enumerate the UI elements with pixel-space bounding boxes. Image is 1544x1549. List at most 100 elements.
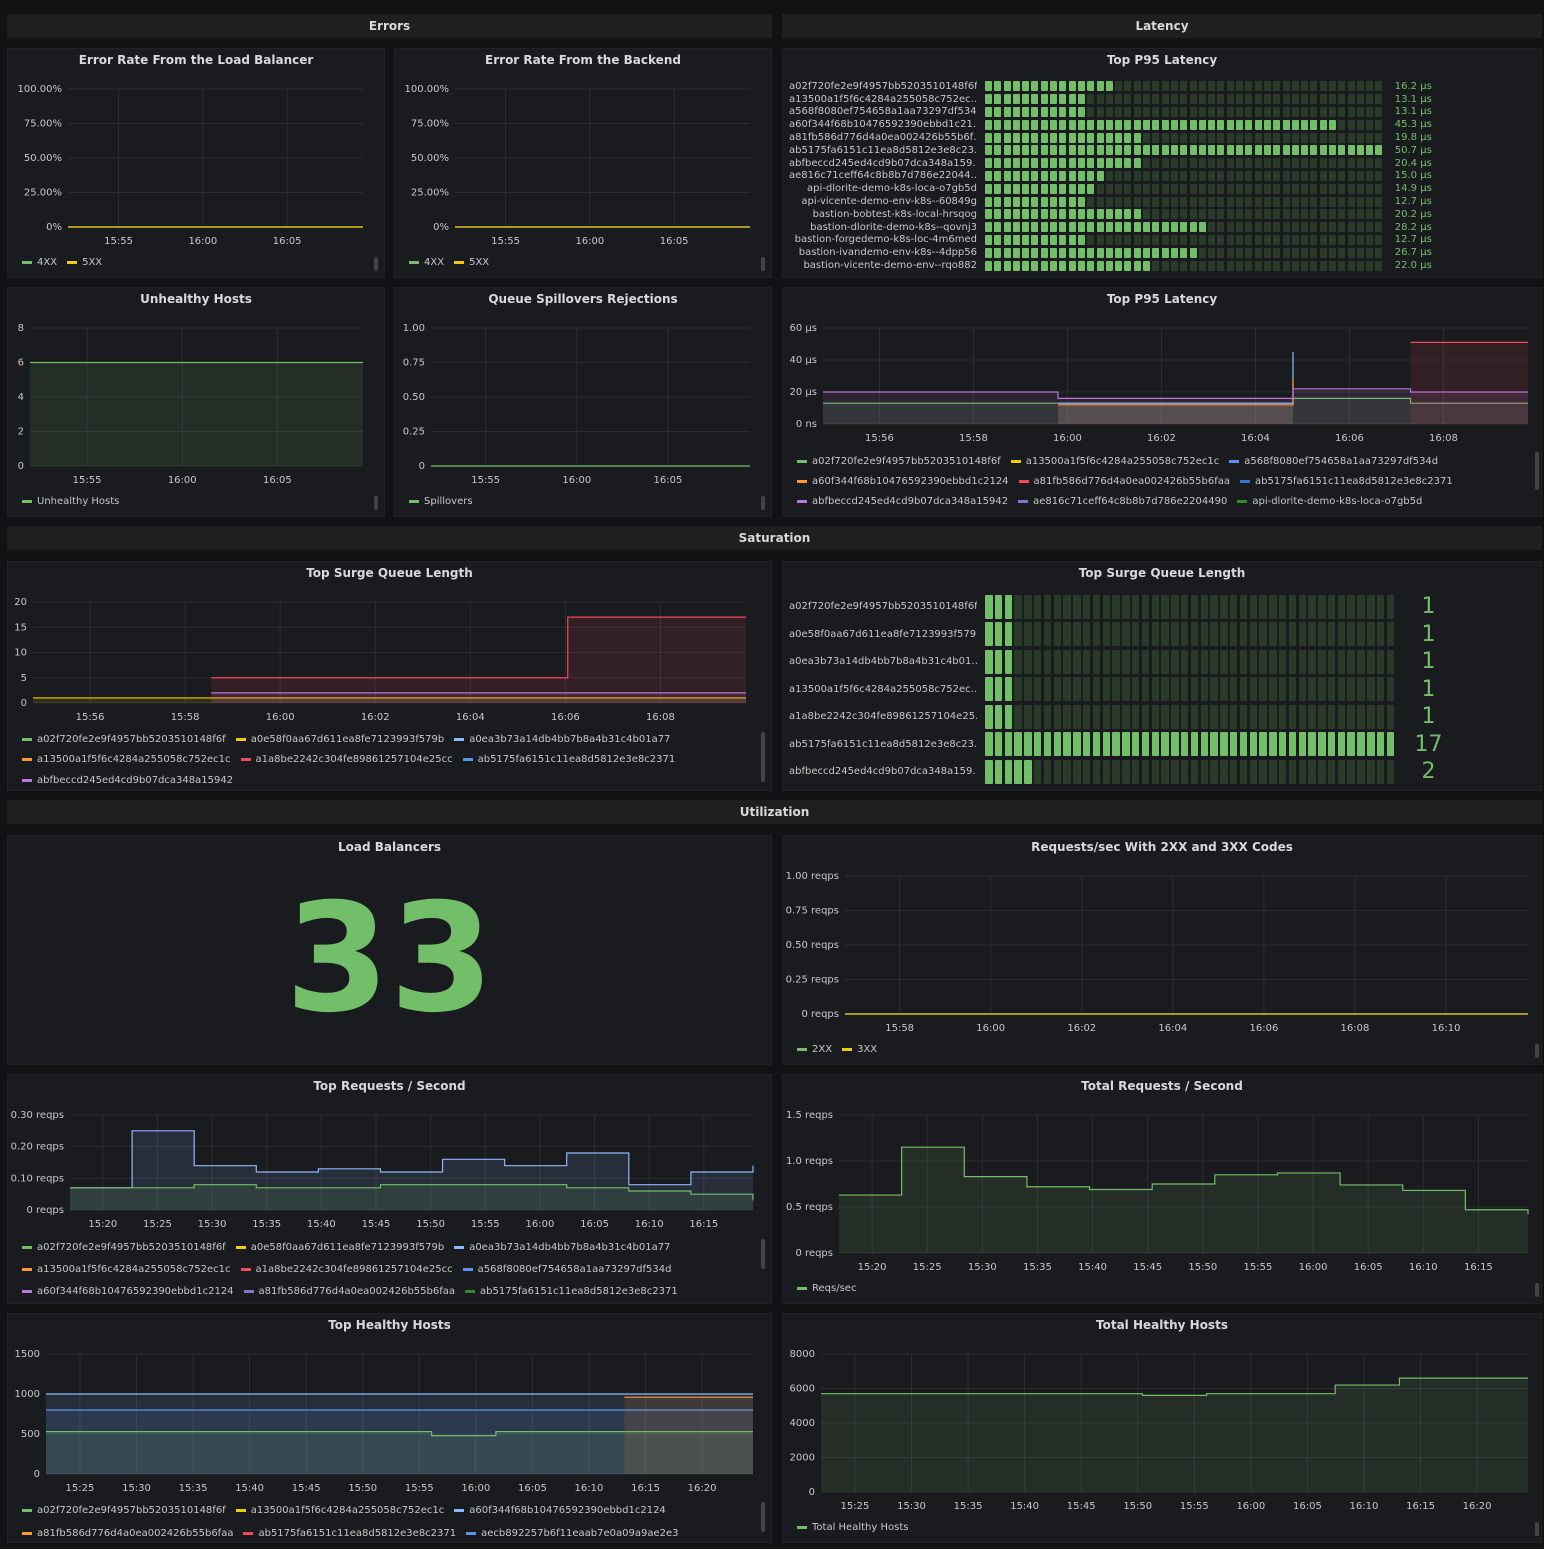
panel-top-healthy-hosts[interactable]: Top Healthy Hosts 1500 1000 500 0 15:25 15:30… [7,1313,772,1543]
legend-scrollbar[interactable] [1535,1283,1539,1297]
legend-item[interactable]: api-dlorite-demo-k8s-loca-o7gb5d [1237,494,1422,508]
panel-title[interactable]: Error Rate From the Load Balancer [78,53,314,67]
total-healthy-hosts-graph[interactable]: 8000 6000 4000 2000 0 15:25 15:30 15:35 15:40 15:… [783,1340,1542,1530]
lb-error-rate-graph[interactable]: 100.00% 75.00% 50.00% 25.00% 0% 15:55 16:00 16:… [8,75,385,275]
panel-title[interactable]: Top P95 Latency [1106,53,1218,67]
legend-item[interactable]: a60f344f68b10476592390ebbd1c2124 [454,1502,666,1519]
legend-item[interactable]: ae816c71ceff64c8b8b7d786e2204490 [1018,494,1227,508]
panel-title[interactable]: Requests/sec With 2XX and 3XX Codes [1031,840,1293,854]
panel-top-surge-queue-graph[interactable]: Top Surge Queue Length 20 15 10 5 0 15:56 15:5… [7,561,772,791]
panel-queue-spillovers[interactable]: Queue Spillovers Rejections 1.00 0.75 0.50… [394,287,772,517]
legend-scrollbar[interactable] [761,257,765,271]
legend-item[interactable]: 3XX [842,1044,877,1055]
bargauge-row[interactable]: a1a8be2242c304fe89861257104e25… 1 [789,703,1535,731]
queue-spillovers-graph[interactable]: 1.00 0.75 0.50 0.25 0 15:55 16:00 16:05 [395,314,772,514]
panel-title[interactable]: Top Healthy Hosts [328,1318,451,1332]
legend-item[interactable]: abfbeccd245ed4cd9b07dca348a15942 [797,494,1008,508]
legend-item[interactable]: abfbeccd245ed4cd9b07dca348a15942 [22,773,233,788]
panel-requests-2xx-3xx[interactable]: Requests/sec With 2XX and 3XX Codes 1.00… [782,835,1542,1065]
legend-item[interactable]: 4XX [409,257,444,268]
bargauge-row[interactable]: ab5175fa6151c11ea8d5812e3e8c23… 50.7 µs [789,144,1535,157]
bargauge-row[interactable]: bastion-vicente-demo-env--rqo882 22.0 µs [789,259,1535,272]
panel-total-requests[interactable]: Total Requests / Second 1.5 reqps 1.0 req… [782,1074,1542,1304]
panel-top-p95-latency-graph[interactable]: Top P95 Latency 60 µs 40 µs 20 µs 0 ns 15:56… [782,287,1542,517]
bargauge-row[interactable]: a02f720fe2e9f4957bb5203510148f6f 16.2 µs [789,80,1535,93]
legend-item[interactable]: a60f344f68b10476592390ebbd1c2124 [22,1283,234,1299]
legend-item[interactable]: a568f8080ef754658a1aa73297df534d [462,1261,672,1277]
legend-item[interactable]: ab5175fa6151c11ea8d5812e3e8c2371 [462,753,675,768]
legend-scrollbar[interactable] [761,496,765,510]
legend-item[interactable]: a02f720fe2e9f4957bb5203510148f6f [797,454,1001,468]
legend-item[interactable]: a568f8080ef754658a1aa73297df534d [1229,454,1438,468]
bargauge-row[interactable]: bastion-ivandemo-env-k8s--4dpp56 26.7 µs [789,246,1535,259]
bargauge-row[interactable]: ab5175fa6151c11ea8d5812e3e8c23… 17 [789,731,1535,759]
bargauge-row[interactable]: bastion-forgedemo-k8s-loc-4m6med 12.7 µs [789,234,1535,247]
unhealthy-hosts-graph[interactable]: 8 6 4 2 0 15:55 16:00 16:05 [8,314,385,514]
legend-item[interactable]: a1a8be2242c304fe89861257104e25cc [240,1261,453,1277]
bargauge-row[interactable]: abfbeccd245ed4cd9b07dca348a159… 2 [789,758,1535,786]
top-healthy-hosts-graph[interactable]: 1500 1000 500 0 15:25 15:30 15:35 15:40 15:45 15:… [8,1340,772,1510]
panel-top-p95-latency-gauge[interactable]: Top P95 Latency a02f720fe2e9f4957bb52035… [782,48,1542,278]
legend-scrollbar[interactable] [761,1502,765,1532]
legend-item[interactable]: a1a8be2242c304fe89861257104e25cc [240,753,453,768]
bargauge-row[interactable]: abfbeccd245ed4cd9b07dca348a159… 20.4 µs [789,157,1535,170]
legend-item[interactable]: 4XX [22,257,57,268]
legend-item[interactable]: a0ea3b73a14db4bb7b8a4b31c4b01a77 [454,732,670,747]
p95-latency-graph[interactable]: 60 µs 40 µs 20 µs 0 ns 15:56 15:58 16:00 16:02 1… [783,314,1542,474]
backend-error-rate-graph[interactable]: 100.00% 75.00% 50.00% 25.00% 0% 15:55 16:00 16:… [395,75,772,275]
bargauge-row[interactable]: a0ea3b73a14db4bb7b8a4b31c4b01… 1 [789,648,1535,676]
panel-title[interactable]: Queue Spillovers Rejections [488,292,678,306]
legend-item[interactable]: a13500a1f5f6c4284a255058c752ec1c [22,753,231,768]
bargauge-row[interactable]: a02f720fe2e9f4957bb5203510148f6f 1 [789,593,1535,621]
panel-title[interactable]: Unhealthy Hosts [140,292,252,306]
legend-item[interactable]: a0e58f0aa67d611ea8fe7123993f579b [235,1239,444,1255]
legend-item[interactable]: aecb892257b6f11eaab7e0a09a9ae2e3 [466,1525,679,1542]
legend-item[interactable]: ab5175fa6151c11ea8d5812e3e8c2371 [1240,474,1453,488]
panel-load-balancers[interactable]: Load Balancers 33 [7,835,772,1065]
legend-scrollbar[interactable] [1535,1522,1539,1536]
top-requests-graph[interactable]: 0.30 reqps 0.20 reqps 0.10 reqps 0 reqps 15:… [8,1101,772,1251]
panel-title[interactable]: Top Surge Queue Length [306,566,473,580]
row-title-saturation[interactable]: Saturation [7,526,1542,550]
legend-item[interactable]: a02f720fe2e9f4957bb5203510148f6f [22,732,226,747]
bargauge-row[interactable]: api-vicente-demo-env-k8s--60849g 12.7 µs [789,195,1535,208]
legend-item[interactable]: a13500a1f5f6c4284a255058c752ec1c [1010,454,1219,468]
legend-item[interactable]: a0e58f0aa67d611ea8fe7123993f579b [235,732,444,747]
legend-item[interactable]: 5XX [454,257,489,268]
legend-scrollbar[interactable] [761,1239,765,1269]
bargauge-row[interactable]: bastion-bobtest-k8s-local-hrsqog 20.2 µs [789,208,1535,221]
row-title-utilization[interactable]: Utilization [7,800,1542,824]
legend-item[interactable]: a81fb586d776d4a0ea002426b55b6faa [243,1283,455,1299]
bargauge-row[interactable]: a81fb586d776d4a0ea002426b55b6f… 19.8 µs [789,131,1535,144]
bargauge-row[interactable]: a568f8080ef754658a1aa73297df534d 13.1 µs [789,106,1535,119]
legend-item[interactable]: a13500a1f5f6c4284a255058c752ec1c [235,1502,444,1519]
panel-top-surge-queue-gauge[interactable]: Top Surge Queue Length a02f720fe2e9f4957… [782,561,1542,791]
legend-item[interactable]: Reqs/sec [797,1283,856,1294]
bargauge-row[interactable]: a13500a1f5f6c4284a255058c752ec… 1 [789,676,1535,704]
bargauge-row[interactable]: bastion-dlorite-demo-k8s--qovnj3 28.2 µs [789,221,1535,234]
legend-item[interactable]: ab5175fa6151c11ea8d5812e3e8c2371 [243,1525,456,1542]
bargauge-row[interactable]: a13500a1f5f6c4284a255058c752ec… 13.1 µs [789,93,1535,106]
legend-scrollbar[interactable] [761,732,765,782]
legend-item[interactable]: a0ea3b73a14db4bb7b8a4b31c4b01a77 [454,1239,670,1255]
panel-lb-error-rate[interactable]: Error Rate From the Load Balancer 100.00… [7,48,385,278]
legend-item[interactable]: a02f720fe2e9f4957bb5203510148f6f [22,1502,226,1519]
legend-item[interactable]: Spillovers [409,496,473,507]
bargauge-row[interactable]: a0e58f0aa67d611ea8fe7123993f579b 1 [789,621,1535,649]
panel-total-healthy-hosts[interactable]: Total Healthy Hosts 8000 6000 4000 2000 0 15:… [782,1313,1542,1543]
legend-scrollbar[interactable] [1535,1044,1539,1058]
panel-top-requests[interactable]: Top Requests / Second 0.30 reqps 0.20 req… [7,1074,772,1304]
panel-title[interactable]: Top P95 Latency [1106,292,1218,306]
legend-item[interactable]: Unhealthy Hosts [22,496,119,507]
legend-item[interactable]: a60f344f68b10476592390ebbd1c2124 [797,474,1009,488]
bargauge-row[interactable]: api-dlorite-demo-k8s-loca-o7gb5d 14.9 µs [789,182,1535,195]
panel-title[interactable]: Error Rate From the Backend [485,53,681,67]
legend-item[interactable]: 5XX [67,257,102,268]
legend-item[interactable]: a81fb586d776d4a0ea002426b55b6faa [1018,474,1230,488]
legend-item[interactable]: ab5175fa6151c11ea8d5812e3e8c2371 [465,1283,678,1299]
row-title-latency[interactable]: Latency [782,14,1542,38]
legend-item[interactable]: a02f720fe2e9f4957bb5203510148f6f [22,1239,226,1255]
bargauge-row[interactable]: a60f344f68b10476592390ebbd1c21… 45.3 µs [789,118,1535,131]
legend-scrollbar[interactable] [1535,452,1539,490]
panel-title[interactable]: Top Surge Queue Length [1078,566,1246,580]
